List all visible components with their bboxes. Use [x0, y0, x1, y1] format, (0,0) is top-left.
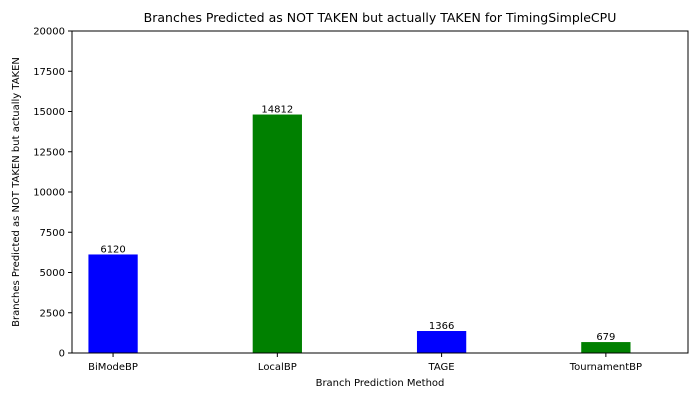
y-tick-label: 7500 — [40, 228, 65, 239]
bar-TAGE — [416, 331, 467, 353]
chart-title: Branches Predicted as NOT TAKEN but actu… — [144, 10, 617, 25]
x-tick-label-TAGE: TAGE — [428, 362, 455, 373]
data-label-BiModeBP: 6120 — [100, 244, 125, 255]
x-tick-label-TournamentBP: TournamentBP — [569, 362, 642, 373]
data-label-TournamentBP: 679 — [596, 332, 615, 343]
y-tick-label: 12500 — [33, 147, 65, 158]
x-axis-title: Branch Prediction Method — [316, 378, 445, 389]
y-tick-label: 2500 — [40, 308, 65, 319]
y-tick-label: 10000 — [33, 188, 65, 199]
y-axis-title: Branches Predicted as NOT TAKEN but actu… — [11, 57, 22, 327]
plot-frame — [71, 30, 689, 354]
x-tick-label-BiModeBP: BiModeBP — [88, 362, 138, 373]
bar-BiModeBP — [88, 254, 138, 353]
y-tick-label: 17500 — [33, 67, 65, 78]
x-tick-label-LocalBP: LocalBP — [258, 362, 297, 373]
bar-LocalBP — [252, 114, 302, 353]
y-tick-label: 0 — [59, 349, 65, 360]
y-axis-ticks: 0 2500 5000 7500 10000 12500 15000 17500 20000 — [33, 27, 72, 360]
bars-group: 6120 14812 1366 679 — [88, 105, 631, 353]
y-tick-label: 5000 — [40, 268, 65, 279]
y-tick-label: 15000 — [33, 107, 65, 118]
y-tick-label: 20000 — [33, 27, 65, 38]
x-axis-ticks: BiModeBP LocalBP TAGE TournamentBP — [88, 353, 642, 373]
data-label-TAGE: 1366 — [429, 321, 454, 332]
data-label-LocalBP: 14812 — [261, 105, 293, 116]
bar-TournamentBP — [581, 342, 631, 353]
